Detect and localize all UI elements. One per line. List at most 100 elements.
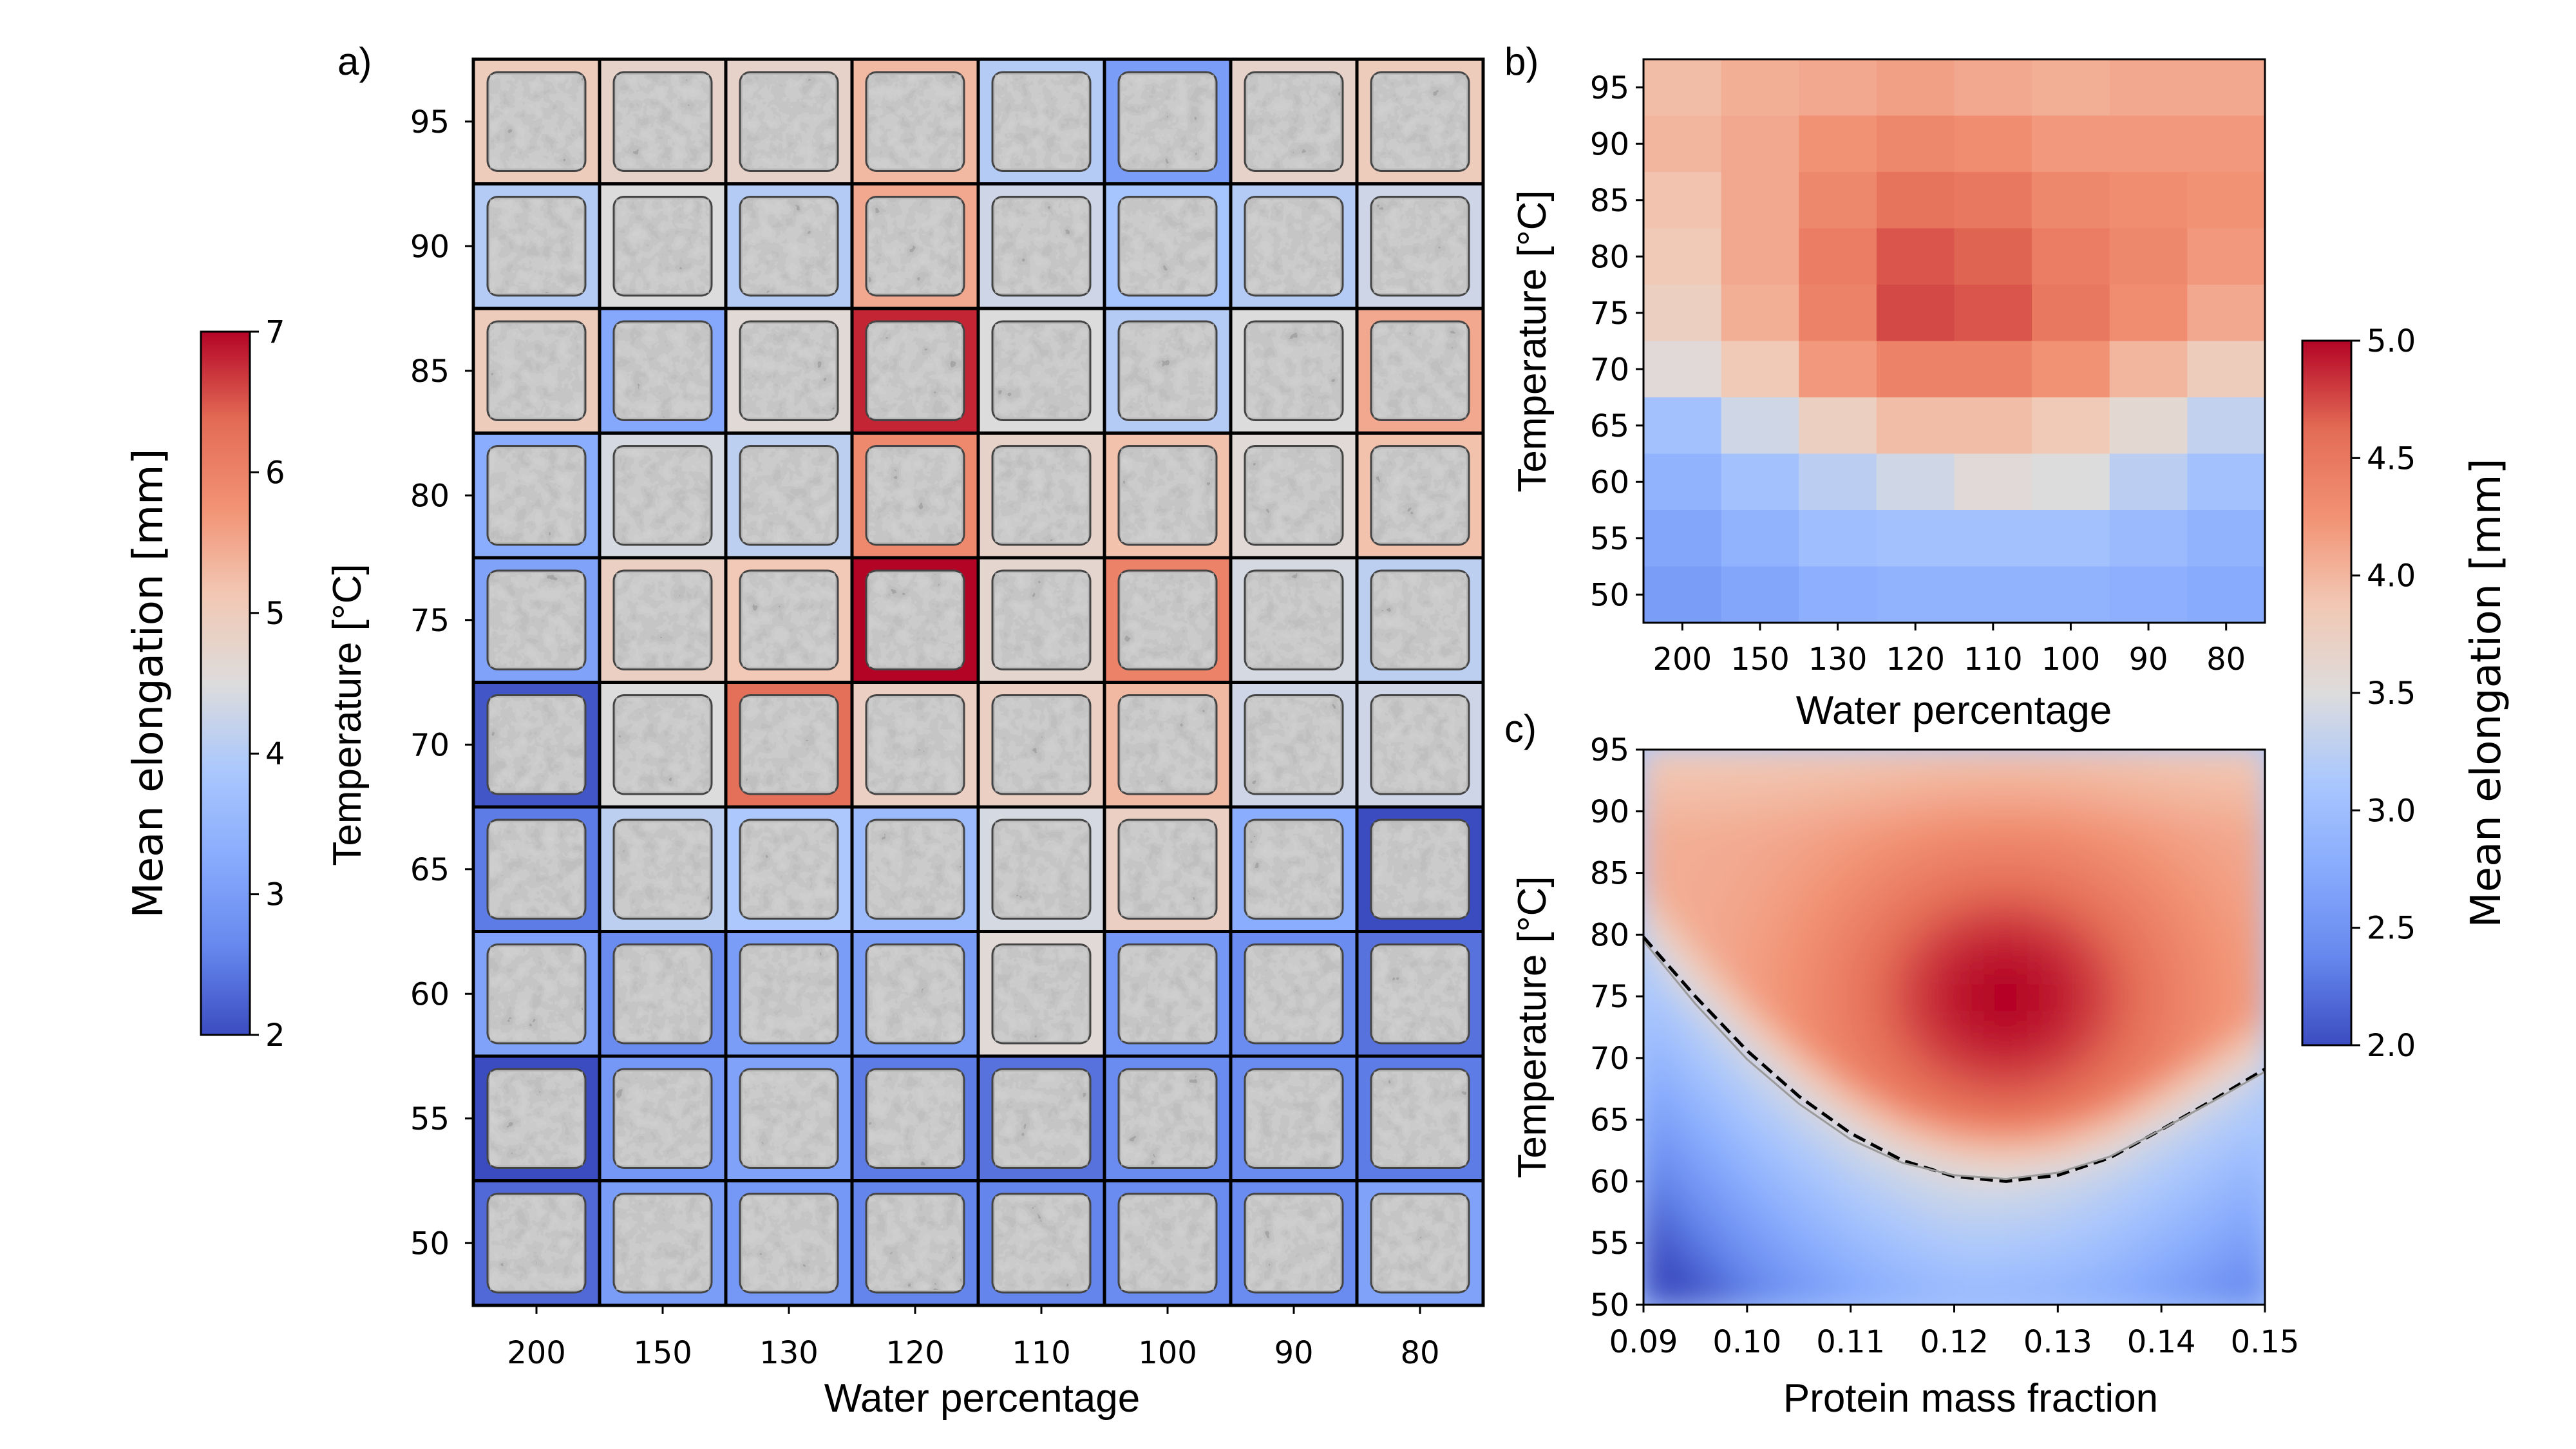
field-cell	[1837, 942, 1852, 956]
field-cell	[1707, 1183, 1722, 1197]
field-cell	[2018, 1208, 2033, 1221]
field-cell	[1681, 1099, 1696, 1113]
field-cell	[2174, 773, 2188, 787]
field-cell	[2018, 1086, 2033, 1101]
field-cell	[2083, 1111, 2098, 1124]
field-cell	[1953, 1183, 1968, 1197]
field-cell	[2186, 1050, 2201, 1065]
field-cell	[2018, 785, 2033, 799]
field-cell	[1979, 978, 1994, 992]
field-cell	[1837, 809, 1852, 823]
field-cell	[2070, 990, 2085, 1004]
field-cell	[1915, 990, 1929, 1004]
field-cell	[1824, 1267, 1839, 1282]
field-cell	[1979, 1231, 1994, 1245]
field-cell	[1681, 1195, 1696, 1209]
field-cell	[1643, 905, 1658, 920]
field-cell	[1875, 1195, 1890, 1209]
field-cell	[1798, 761, 1813, 775]
field-cell	[2044, 833, 2059, 847]
field-cell	[2018, 1014, 2033, 1028]
field-cell	[1656, 1074, 1671, 1088]
field-cell	[1681, 1027, 1696, 1040]
panel-c-boundaries	[1642, 936, 2266, 1183]
colorbar-a-tick-label: 4	[265, 736, 285, 772]
field-cell	[1733, 1086, 1748, 1101]
field-cell	[1656, 785, 1671, 799]
field-cell	[1875, 1231, 1890, 1245]
sample-cell	[850, 182, 980, 310]
sample-cell	[1229, 1054, 1359, 1182]
field-cell	[2057, 954, 2072, 968]
field-cell	[1979, 1050, 1994, 1065]
field-cell	[1850, 930, 1864, 943]
field-cell	[2251, 1086, 2265, 1101]
field-cell	[1811, 893, 1826, 907]
field-cell	[2238, 882, 2253, 895]
field-cell	[1785, 1267, 1800, 1282]
heatmap-cell	[1643, 115, 1722, 173]
field-cell	[2096, 1183, 2110, 1197]
sample-cell	[724, 930, 854, 1058]
field-cell	[1824, 1280, 1839, 1294]
field-cell	[1850, 954, 1864, 968]
field-cell	[1953, 1219, 1968, 1233]
field-cell	[1915, 905, 1929, 920]
panel-c-ytick-label: 60	[1590, 1164, 1629, 1200]
field-cell	[1811, 845, 1826, 859]
panel-b-xtick-label: 150	[1730, 641, 1790, 677]
field-cell	[1953, 1208, 1968, 1221]
field-cell	[1785, 1122, 1800, 1137]
field-cell	[2174, 1256, 2188, 1269]
field-cell	[1915, 1219, 1929, 1233]
field-cell	[1798, 882, 1813, 895]
field-cell	[1915, 1183, 1929, 1197]
field-cell	[1798, 1038, 1813, 1052]
field-cell	[2225, 1159, 2240, 1173]
field-cell	[1875, 1063, 1890, 1076]
field-cell	[1875, 1135, 1890, 1149]
field-cell	[2251, 990, 2265, 1004]
field-cell	[1669, 905, 1683, 920]
field-cell	[1733, 785, 1748, 799]
field-cell	[2044, 930, 2059, 943]
field-cell	[1862, 1014, 1877, 1028]
field-cell	[2096, 1111, 2110, 1124]
field-cell	[2018, 1244, 2033, 1258]
field-cell	[2083, 942, 2098, 956]
field-cell	[1811, 1183, 1826, 1197]
sample-cell	[1103, 57, 1233, 185]
field-cell	[2121, 1256, 2136, 1269]
field-cell	[1707, 882, 1722, 895]
field-cell	[2174, 1014, 2188, 1028]
field-cell	[1927, 1147, 1942, 1161]
sample-cell	[724, 1179, 854, 1307]
field-cell	[1875, 1280, 1890, 1294]
field-cell	[1992, 1050, 2007, 1065]
field-cell	[1656, 750, 1671, 762]
field-cell	[1746, 1280, 1761, 1294]
field-cell	[1850, 1171, 1864, 1185]
field-cell	[2225, 1086, 2240, 1101]
field-cell	[2225, 869, 2240, 884]
field-cell	[1681, 869, 1696, 884]
field-cell	[1643, 1135, 1658, 1149]
field-cell	[1940, 966, 1955, 980]
field-cell	[2134, 833, 2150, 847]
field-cell	[2148, 809, 2163, 823]
heatmap-cell	[1954, 115, 2032, 173]
field-cell	[1707, 821, 1722, 835]
field-cell	[2018, 1267, 2033, 1282]
field-cell	[1759, 942, 1774, 956]
field-cell	[1915, 942, 1929, 956]
field-cell	[1811, 1244, 1826, 1258]
field-cell	[2238, 761, 2253, 775]
field-cell	[1669, 1231, 1683, 1245]
field-cell	[2121, 1171, 2136, 1185]
heatmap-cell	[2032, 453, 2110, 511]
field-cell	[1733, 750, 1748, 762]
field-cell	[2225, 1063, 2240, 1076]
field-cell	[1875, 1292, 1890, 1305]
field-cell	[2186, 942, 2201, 956]
field-cell	[2108, 942, 2123, 956]
